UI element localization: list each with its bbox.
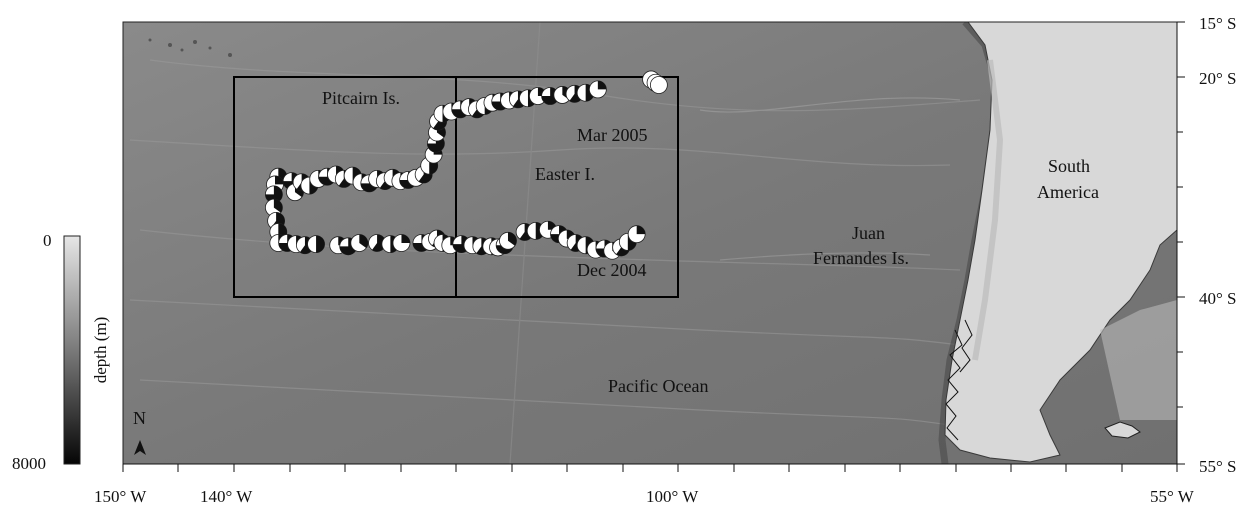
track-marker-dec-2004 [499, 231, 517, 250]
north-label: N [133, 408, 146, 428]
fjord-coast [945, 319, 973, 441]
label-easter: Easter I. [535, 164, 595, 184]
depth-max-label: 8000 [12, 454, 46, 473]
marker-wedge [316, 235, 325, 253]
label-pacific: Pacific Ocean [608, 376, 708, 396]
label-juan-1: Juan [852, 223, 885, 243]
track-marker-dec-2004 [392, 234, 411, 252]
label-south-america-2: America [1037, 182, 1099, 202]
depth-colorbar [63, 235, 81, 465]
marker-wedge [597, 80, 607, 90]
south-america-land [944, 22, 1177, 463]
track-marker-dec-2004 [307, 235, 325, 254]
lat-tick-20s: 20° S [1199, 69, 1237, 88]
seal-track [264, 70, 668, 260]
andes-relief [972, 59, 1004, 361]
marker-wedge [265, 185, 283, 203]
lon-tick-140w: 140° W [200, 487, 253, 506]
patagonia-shade [1100, 300, 1177, 420]
track-marker-dec-2004 [627, 225, 646, 244]
lat-tick-15s: 15° S [1199, 14, 1237, 33]
longitude-axis [122, 463, 1178, 472]
label-dec-2004: Dec 2004 [577, 260, 646, 280]
marker-wedge [274, 175, 284, 185]
marker-wedge [273, 199, 283, 213]
lon-tick-100w: 100° W [646, 487, 699, 506]
depth-min-label: 0 [43, 231, 52, 250]
marker-circle [649, 76, 668, 94]
depth-axis-label: depth (m) [91, 317, 110, 384]
latitude-axis [1176, 21, 1185, 465]
track-marker-mar-2005-end [649, 76, 668, 94]
track-marker-transit [264, 185, 283, 204]
label-mar-2005: Mar 2005 [577, 125, 648, 145]
track-marker-transit [264, 198, 283, 217]
marker-wedge [507, 232, 517, 246]
track-marker-dec-2004 [350, 234, 369, 252]
north-arrow-icon [134, 440, 146, 455]
seamounts [148, 38, 232, 57]
marker-wedge [636, 225, 646, 235]
label-juan-2: Fernandes Is. [813, 248, 909, 268]
marker-wedge [401, 234, 410, 243]
lon-tick-150w: 150° W [94, 487, 147, 506]
track-marker-mar-2005 [529, 87, 547, 105]
label-south-america-1: South [1048, 156, 1090, 176]
lat-tick-55s: 55° S [1199, 457, 1237, 476]
falkland-islands [1104, 421, 1141, 439]
label-pitcairn: Pitcairn Is. [322, 88, 400, 108]
marker-wedge [359, 234, 368, 248]
lon-tick-55w: 55° W [1150, 487, 1195, 506]
lat-tick-40s: 40° S [1199, 289, 1237, 308]
track-marker-mar-2005 [588, 80, 607, 99]
